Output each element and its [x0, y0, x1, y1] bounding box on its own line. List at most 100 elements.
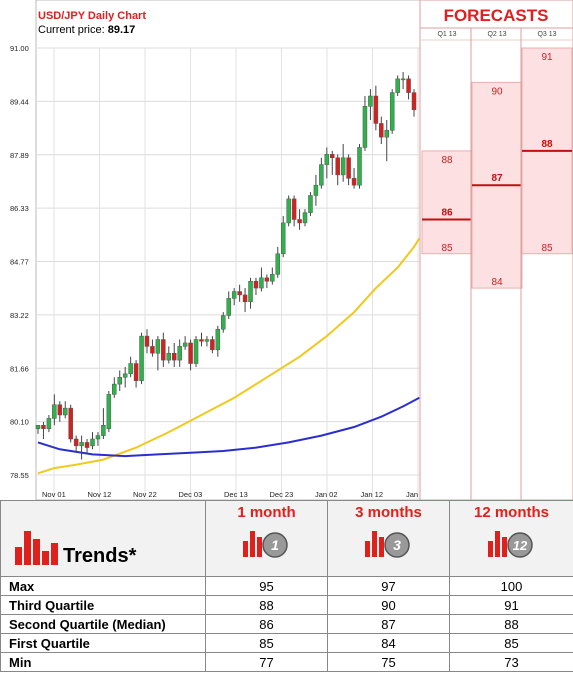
- candle-body: [368, 95, 373, 107]
- bar-chart-icon: [15, 531, 58, 565]
- candle-body: [199, 339, 204, 342]
- y-tick-label: 80.10: [10, 418, 29, 427]
- row-value: 91: [449, 595, 573, 615]
- y-tick-label: 78.55: [10, 471, 29, 480]
- row-value: 77: [205, 652, 328, 672]
- candle-body: [95, 435, 101, 440]
- candle-body: [373, 95, 379, 124]
- row-label: Min: [0, 652, 206, 672]
- row-value: 88: [205, 595, 328, 615]
- forecast-median-value: 87: [491, 173, 503, 184]
- x-tick-label: Dec 23: [270, 490, 294, 499]
- candle-body: [133, 363, 139, 381]
- x-tick-label: Jan 02: [315, 490, 338, 499]
- forecast-quarter-label: Q1 13: [437, 31, 456, 38]
- candle-body: [41, 425, 46, 429]
- chart-title: USD/JPY Daily Chart: [38, 10, 146, 22]
- y-tick-label: 84.77: [10, 258, 29, 267]
- candle-body: [324, 154, 330, 165]
- moving-averages: [37, 237, 421, 475]
- row-value: 73: [449, 652, 573, 672]
- candle-body: [35, 425, 41, 429]
- row-value: 85: [205, 633, 328, 653]
- row-label: Max: [0, 576, 206, 596]
- row-label: Second Quartile (Median): [0, 614, 206, 634]
- candle-body: [330, 154, 335, 159]
- row-value: 86: [205, 614, 328, 634]
- candle-body: [297, 219, 302, 224]
- x-tick-label: Nov 01: [42, 490, 66, 499]
- badge-number: 3: [393, 537, 401, 553]
- candle-body: [406, 78, 411, 93]
- candle-body: [308, 195, 313, 213]
- table-row: Max 95 97 100: [0, 576, 573, 596]
- candle-body: [379, 123, 384, 138]
- trends-col-1month: 1 month 1: [205, 500, 328, 577]
- candle-body: [150, 346, 155, 354]
- candle-body: [335, 157, 340, 176]
- trends-col-12months: 12 months 12: [449, 500, 573, 577]
- forecast-top-value: 91: [541, 52, 553, 63]
- y-tick-label: 86.33: [10, 204, 29, 213]
- candle-body: [411, 92, 417, 110]
- candle-body: [319, 164, 324, 186]
- x-tick-label: Jan 12: [361, 490, 384, 499]
- candle-body: [275, 253, 281, 275]
- trends-table: Trends* 1 month 1 3 months 3 12 months 1…: [0, 500, 573, 676]
- candle-body: [389, 92, 395, 131]
- col-title: 1 month: [237, 504, 296, 521]
- badge-number: 12: [512, 538, 527, 553]
- current-price-label: Current price:: [38, 24, 105, 36]
- forecast-median-value: 88: [541, 139, 553, 150]
- forecast-quarter-label: Q2 13: [487, 31, 506, 38]
- candle-body: [106, 394, 112, 429]
- table-row: Third Quartile 88 90 91: [0, 595, 573, 615]
- x-axis-ticks: Nov 01 Nov 12 Nov 22 Dec 03 Dec 13 Dec 23 Jan …: [42, 490, 429, 499]
- candle-body: [210, 339, 215, 351]
- candle-body: [166, 352, 172, 361]
- candle-body: [52, 404, 57, 419]
- candle-body: [46, 418, 52, 429]
- candle-body: [237, 291, 242, 296]
- usdjpy-chart: 91.00 89.44 87.89 86.33 84.77 83.22 81.66 80.10…: [10, 0, 573, 500]
- candle-body: [351, 178, 357, 186]
- row-value: 88: [449, 614, 573, 634]
- trends-col-3months: 3 months 3: [327, 500, 450, 577]
- candle-body: [346, 157, 351, 179]
- candle-body: [171, 352, 177, 361]
- y-axis-ticks: 91.00 89.44 87.89 86.33 84.77 83.22 81.66 80.10…: [10, 44, 29, 480]
- y-tick-label: 83.22: [10, 311, 29, 320]
- candle-body: [253, 280, 259, 289]
- row-value: 97: [327, 576, 450, 596]
- row-value: 85: [449, 633, 573, 653]
- candle-body: [264, 277, 270, 282]
- candle-body: [117, 377, 122, 385]
- candle-body: [362, 106, 368, 148]
- x-tick-label: Dec 13: [224, 490, 248, 499]
- x-tick-label: Nov 12: [88, 490, 112, 499]
- x-tick-label: Dec 03: [179, 490, 203, 499]
- row-value: 87: [327, 614, 450, 634]
- candle-body: [62, 407, 68, 416]
- candle-body: [155, 339, 161, 354]
- y-tick-label: 89.44: [10, 97, 29, 106]
- row-label: First Quartile: [0, 633, 206, 653]
- table-row: Min 77 75 73: [0, 652, 573, 672]
- candle-body: [259, 277, 264, 289]
- period-badge-icon: 3: [328, 525, 449, 564]
- current-price-value: 89.17: [108, 24, 136, 36]
- candle-body: [139, 335, 144, 381]
- candle-body: [340, 157, 346, 176]
- candle-body: [215, 328, 221, 351]
- x-tick-label: Nov 22: [133, 490, 157, 499]
- forecast-top-value: 88: [441, 155, 453, 166]
- candle-body: [248, 280, 253, 303]
- candle-body: [226, 298, 231, 316]
- candle-body: [57, 404, 63, 416]
- table-row: First Quartile 85 84 85: [0, 633, 573, 653]
- candle-body: [291, 198, 297, 220]
- candle-body: [128, 363, 133, 375]
- candle-body: [193, 339, 199, 364]
- candle-body: [395, 78, 400, 93]
- row-value: 84: [327, 633, 450, 653]
